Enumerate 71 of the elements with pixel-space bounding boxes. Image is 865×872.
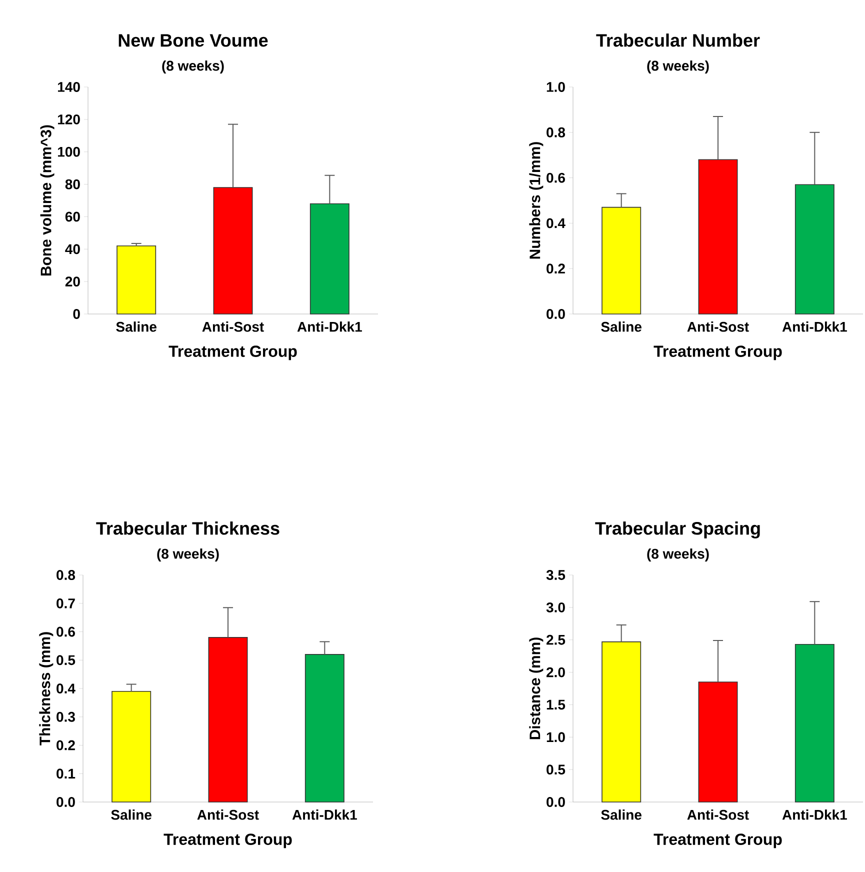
x-tick-label: Anti-Dkk1 (297, 322, 362, 332)
y-tick-label: 0.1 (56, 768, 76, 779)
chart-title: Trabecular Number (596, 34, 760, 47)
y-axis-title: Numbers (1/mm) (529, 142, 544, 259)
y-tick-label: 0.5 (56, 655, 76, 666)
y-tick-label: 20 (65, 276, 80, 287)
x-tick-label: Anti-Sost (687, 322, 749, 332)
y-tick-label: 0.0 (546, 797, 565, 807)
bar (602, 641, 642, 802)
bar (602, 206, 642, 314)
chart-title: New Bone Voume (118, 34, 268, 47)
y-tick-label: 60 (65, 212, 80, 222)
y-tick-label: 1.5 (546, 700, 566, 710)
bar (794, 644, 834, 802)
bar (698, 682, 738, 802)
y-tick-label: 3.5 (546, 570, 566, 580)
x-tick-label: Anti-Sost (687, 810, 749, 820)
x-axis-title: Treatment Group (654, 346, 782, 360)
y-tick-label: 0.4 (546, 218, 566, 228)
chart-subtitle: (8 weeks) (157, 548, 219, 562)
x-tick-label: Saline (111, 810, 152, 820)
x-tick-label: Anti-Dkk1 (292, 810, 357, 820)
y-axis-title: Thickness (mm) (39, 632, 54, 746)
x-tick-label: Anti-Dkk1 (782, 322, 847, 332)
y-tick-label: 80 (65, 179, 80, 190)
y-tick-label: 0.8 (56, 570, 76, 580)
bar (304, 654, 344, 802)
y-tick-label: 100 (58, 146, 80, 157)
x-tick-label: Anti-Sost (197, 810, 259, 820)
bar (794, 184, 834, 314)
y-tick-label: 2.0 (546, 667, 565, 678)
chart-subtitle: (8 weeks) (162, 60, 224, 74)
y-tick-label: 1.0 (546, 732, 565, 742)
bar (112, 690, 152, 802)
y-tick-label: 0.7 (56, 598, 75, 608)
y-tick-label: 0.0 (546, 309, 565, 319)
chart-title: Trabecular Spacing (595, 522, 760, 538)
y-tick-label: 0.2 (546, 264, 565, 274)
y-tick-label: 1.0 (546, 82, 565, 92)
x-tick-label: Anti-Sost (202, 322, 264, 332)
y-tick-label: 0.3 (56, 712, 75, 722)
y-tick-label: 120 (58, 114, 80, 124)
y-tick-label: 0.6 (546, 172, 565, 183)
x-tick-label: Anti-Dkk1 (782, 810, 847, 820)
y-tick-label: 0.8 (546, 127, 566, 138)
y-tick-label: 40 (65, 244, 80, 254)
bar (116, 245, 156, 314)
y-tick-label: 140 (58, 82, 80, 92)
bar (208, 637, 248, 802)
bar (213, 187, 253, 314)
y-axis-title: Bone volume (mm^3) (40, 125, 54, 276)
x-tick-label: Saline (116, 322, 156, 332)
x-axis-title: Treatment Group (164, 834, 292, 848)
chart-subtitle: (8 weeks) (647, 548, 709, 562)
y-tick-label: 0.6 (56, 626, 75, 637)
x-tick-label: Saline (601, 810, 642, 820)
y-tick-label: 0.2 (56, 740, 75, 750)
chart-title: Trabecular Thickness (96, 522, 280, 535)
y-tick-label: 0 (73, 309, 80, 319)
bar (698, 159, 738, 314)
x-axis-title: Treatment Group (654, 834, 782, 848)
y-tick-label: 0.0 (56, 797, 75, 807)
x-axis-title: Treatment Group (168, 346, 297, 360)
y-tick-label: 0.5 (546, 764, 566, 775)
chart-subtitle: (8 weeks) (647, 60, 709, 74)
y-tick-label: 2.5 (546, 634, 566, 645)
x-tick-label: Saline (601, 322, 642, 332)
y-tick-label: 0.4 (56, 684, 76, 694)
bar (310, 203, 350, 314)
y-tick-label: 3.0 (546, 602, 565, 612)
y-axis-title: Distance (mm) (529, 638, 544, 740)
